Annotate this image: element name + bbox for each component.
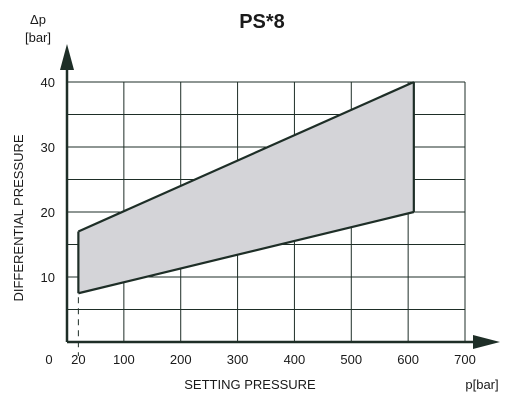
y-unit-label: [bar] bbox=[25, 30, 51, 45]
y-tick-label-10: 10 bbox=[41, 270, 55, 285]
x-tick-label-400: 400 bbox=[284, 352, 306, 367]
y-tick-label-20: 20 bbox=[41, 205, 55, 220]
x-tick-label-500: 500 bbox=[340, 352, 362, 367]
y-unit-symbol: Δp bbox=[30, 12, 46, 27]
x-tick-label-20: 20 bbox=[71, 352, 85, 367]
x-axis-arrow bbox=[473, 335, 500, 349]
chart-title: PS*8 bbox=[239, 11, 285, 33]
y-tick-label-30: 30 bbox=[41, 140, 55, 155]
region-fill bbox=[78, 82, 414, 294]
x-unit-label: p[bar] bbox=[465, 377, 498, 392]
x-tick-label-600: 600 bbox=[397, 352, 419, 367]
x-tick-label-0: 0 bbox=[45, 352, 52, 367]
x-tick-label-300: 300 bbox=[227, 352, 249, 367]
data-region bbox=[77, 80, 415, 356]
y-axis-arrow bbox=[60, 44, 74, 70]
x-tick-label-700: 700 bbox=[454, 352, 476, 367]
y-axis-title: DIFFERENTIAL PRESSURE bbox=[11, 134, 26, 301]
x-axis-title: SETTING PRESSURE bbox=[184, 377, 316, 392]
lower-boundary-line bbox=[78, 210, 415, 295]
y-tick-labels: 10 20 30 40 bbox=[41, 75, 55, 285]
y-tick-label-40: 40 bbox=[41, 75, 55, 90]
axes bbox=[60, 44, 500, 349]
x-tick-label-200: 200 bbox=[170, 352, 192, 367]
upper-boundary-line bbox=[77, 80, 415, 233]
x-tick-labels: 0 20 100 200 300 400 500 600 700 bbox=[45, 352, 475, 367]
x-tick-label-100: 100 bbox=[113, 352, 135, 367]
